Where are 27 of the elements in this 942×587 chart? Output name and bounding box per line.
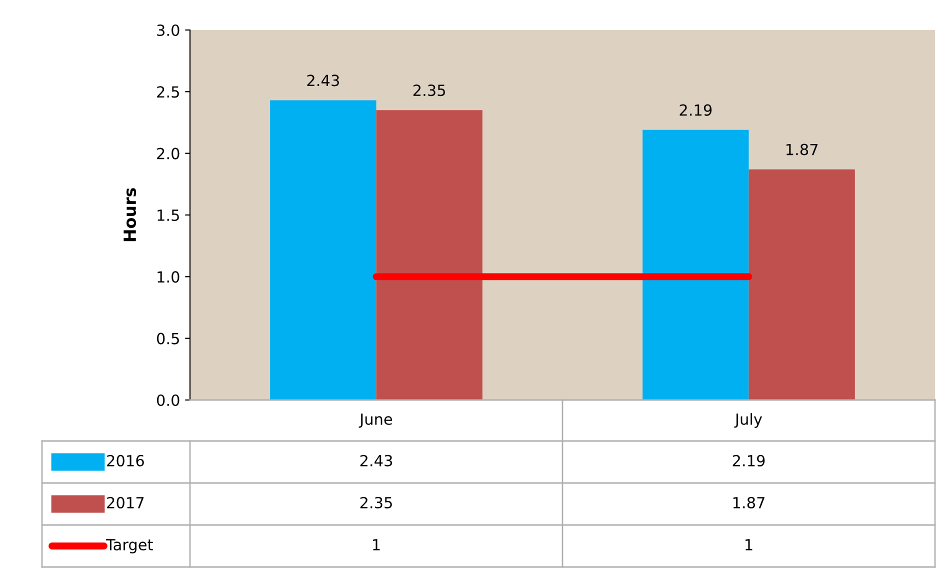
data-label: 1 xyxy=(373,539,380,550)
y-tick-label: 1.5 xyxy=(158,210,179,222)
annotation: 2.35 xyxy=(413,84,446,96)
bar xyxy=(376,110,482,400)
bar xyxy=(642,130,749,400)
bar xyxy=(748,169,855,400)
x-tick-label: July xyxy=(734,413,762,428)
y-tick-label: 3.0 xyxy=(157,24,180,36)
legend-label: 2017 xyxy=(107,496,144,508)
y-tick-label: 0.5 xyxy=(156,332,179,344)
legend-label: Target xyxy=(106,539,153,554)
y-tick-label: 2.0 xyxy=(157,148,180,160)
annotation: 2.19 xyxy=(680,104,712,116)
annotation: 1.87 xyxy=(786,144,818,156)
data-label: 2.43 xyxy=(360,454,392,466)
y-axis-title: Hours xyxy=(124,188,136,242)
data-label: 2.35 xyxy=(360,496,392,508)
annotation: 2.43 xyxy=(307,74,339,86)
data-label: 2.19 xyxy=(732,454,765,466)
bar xyxy=(270,100,376,400)
x-tick-label: June xyxy=(358,414,392,428)
y-tick-label: 0.0 xyxy=(156,394,180,406)
legend-label: 2016 xyxy=(107,454,144,466)
y-tick-label: 1.0 xyxy=(158,271,180,283)
y-tick-label: 2.5 xyxy=(157,86,179,98)
data-label: 1.87 xyxy=(733,496,764,508)
data-label: 1 xyxy=(746,539,752,550)
